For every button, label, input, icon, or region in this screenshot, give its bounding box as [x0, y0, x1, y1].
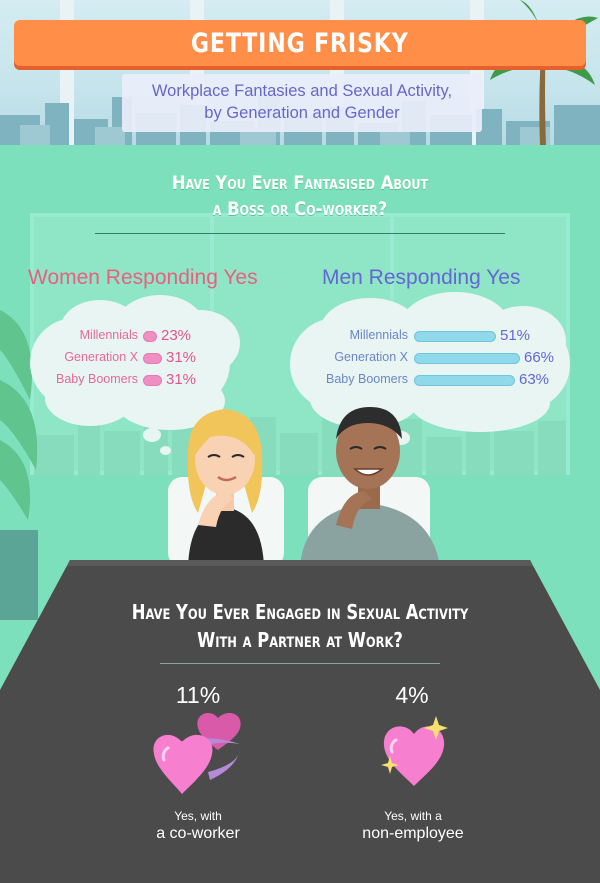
bar-value-label: 63%: [519, 371, 550, 388]
two-hearts-icon: [153, 713, 241, 794]
header-area: GETTING FRISKY Workplace Fantasies and S…: [0, 0, 600, 145]
coworker-percent: 11%: [175, 682, 221, 708]
non-employee-caption-line2: non-employee: [362, 825, 464, 842]
bar-value-label: 23%: [161, 327, 192, 344]
page-title: GETTING FRISKY: [191, 27, 409, 59]
title-banner: GETTING FRISKY: [14, 20, 586, 66]
bar-value-label: 66%: [524, 349, 555, 366]
question2-line2: With a Partner at Work?: [197, 628, 403, 652]
question1-line1: Have You Ever Fantasised About: [171, 172, 429, 194]
bar-label: Generation X: [334, 350, 408, 364]
subtitle-line1: Workplace Fantasies and Sexual Activity,: [151, 82, 453, 100]
question2-heading: Have You Ever Engaged in Sexual Activity…: [0, 598, 600, 654]
people-illustration: [168, 407, 440, 567]
non-employee-caption: Yes, with a non-employee: [313, 808, 513, 844]
bar-label: Millennials: [349, 328, 408, 342]
non-employee-percent: 4%: [395, 682, 429, 708]
divider: [95, 233, 505, 234]
men-chart-title: Men Responding Yes: [322, 266, 521, 289]
bar: [414, 331, 496, 342]
bar: [143, 375, 162, 386]
bar-value-label: 31%: [166, 371, 197, 388]
sparkle-heart-icon: [381, 716, 448, 786]
bar-value-label: 31%: [166, 349, 197, 366]
man-figure-icon: [300, 407, 440, 567]
bar: [143, 331, 157, 342]
question2-line1: Have You Ever Engaged in Sexual Activity: [131, 600, 469, 624]
coworker-caption: Yes, with a co-worker: [98, 808, 298, 844]
coworker-caption-line2: a co-worker: [156, 825, 240, 842]
women-chart-title: Women Responding Yes: [28, 266, 258, 289]
bar: [143, 353, 162, 364]
coworker-caption-line1: Yes, with: [174, 809, 222, 823]
subtitle-line2: by Generation and Gender: [204, 104, 400, 122]
non-employee-caption-line1: Yes, with a: [384, 809, 442, 823]
divider: [160, 663, 440, 664]
bar-label: Millennials: [79, 328, 138, 342]
bar-label: Generation X: [64, 350, 138, 364]
woman-figure-icon: [187, 409, 264, 567]
bar-label: Baby Boomers: [56, 372, 138, 386]
bar-label: Baby Boomers: [326, 372, 408, 386]
subtitle: Workplace Fantasies and Sexual Activity,…: [122, 80, 482, 124]
subtitle-box: [122, 74, 482, 132]
bar: [414, 375, 515, 386]
question1-heading: Have You Ever Fantasised About a Boss or…: [0, 170, 600, 222]
question1-line2: a Boss or Co-worker?: [212, 198, 388, 220]
bar-value-label: 51%: [500, 327, 531, 344]
bar: [414, 353, 520, 364]
